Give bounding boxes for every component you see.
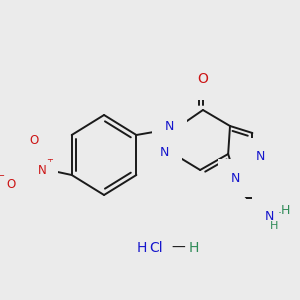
Text: H: H xyxy=(280,203,290,217)
Text: H: H xyxy=(136,241,147,255)
Text: −: − xyxy=(0,171,5,181)
Text: N: N xyxy=(256,151,266,164)
Text: —: — xyxy=(172,241,186,255)
Text: O: O xyxy=(30,134,39,148)
Text: N: N xyxy=(231,172,240,184)
Text: O: O xyxy=(197,72,208,86)
Text: N: N xyxy=(160,146,169,160)
Text: Cl: Cl xyxy=(149,241,163,255)
Text: +: + xyxy=(46,155,53,164)
Text: N: N xyxy=(265,209,274,223)
Text: N: N xyxy=(165,119,174,133)
Text: ·: · xyxy=(278,208,281,220)
Text: O: O xyxy=(6,178,16,190)
Text: H: H xyxy=(270,221,278,231)
Text: H: H xyxy=(188,241,199,255)
Text: N: N xyxy=(38,164,46,176)
